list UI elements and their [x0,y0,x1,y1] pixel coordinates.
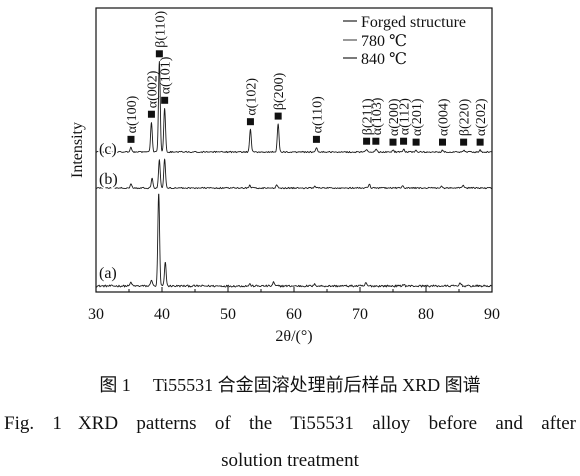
peak-label: α(102) [244,78,259,116]
series-labels: (a) (b) (c) [98,140,120,284]
peak-marker [412,138,420,146]
peak-label: α(100) [125,95,140,133]
series-curve-2 [96,158,492,190]
peak-label: α(202) [474,98,489,136]
peak-marker [246,118,254,126]
peak-label: α(110) [310,96,325,133]
x-tick-label: 90 [484,306,500,323]
peak-label: α(200) [387,98,402,136]
figure-title-english: XRD patterns of the Ti55531 alloy before… [77,413,576,434]
series-curves [96,60,492,288]
figure-caption-chinese: 图 1 Ti55531 合金固溶处理前后样品 XRD 图谱 [0,374,580,396]
figure-number-chinese: 图 1 [99,375,131,395]
peak-marker [389,138,397,146]
series-label: (b) [99,171,118,188]
peak-label: β(211) [361,98,376,135]
peak-label: α(002) [145,70,160,108]
peak-marker [147,110,155,118]
x-tick-label: 30 [88,306,104,323]
x-tick-label: 40 [154,306,170,323]
legend: Forged structure 780 ℃ 840 ℃ [343,14,466,68]
series-curve-1 [96,193,492,288]
legend-label-780: 780 ℃ [361,33,407,50]
series-curve-3 [96,60,492,154]
x-tick-label: 70 [352,306,368,323]
x-axis-tick-labels: 30 40 50 60 70 80 90 [88,306,500,323]
peak-marker [161,96,169,104]
x-axis-label: 2θ/(°) [275,328,312,345]
peak-marker [312,135,320,143]
series-label: (c) [99,141,117,158]
peak-markers [127,50,484,146]
peak-label: α(103) [370,97,385,135]
peak-label: β(220) [458,98,473,136]
figure-caption-english-line-2: solution treatment [221,450,359,471]
figure-title-chinese: Ti55531 合金固溶处理前后样品 XRD 图谱 [152,375,481,395]
peak-label: β(110) [153,11,168,48]
figure-caption-english-line-1: Fig. 1 XRD patterns of the Ti55531 alloy … [4,413,576,435]
legend-label-forged: Forged structure [361,14,466,31]
legend-label-840: 840 ℃ [361,51,407,68]
peak-label: α(112) [398,98,413,135]
peak-label: α(201) [410,98,425,136]
xrd-chart: 30 40 50 60 70 80 90 (a) (b) (c) α(100) α(002) β(1… [69,7,500,345]
series-label: (a) [99,265,117,282]
peak-marker [400,137,408,145]
figure-number-english: Fig. 1 [4,413,62,434]
plot-frame [95,7,493,293]
peak-marker [460,138,468,146]
peak-labels: α(100) α(002) β(110) α(101) α(102) β(200) α(11… [125,11,489,137]
peak-marker [372,137,380,145]
peak-marker [127,135,135,143]
peak-marker [363,137,371,145]
x-tick-label: 60 [286,306,302,323]
peak-label: α(004) [437,98,452,136]
x-axis-ticks [95,287,493,292]
peak-marker [274,112,282,120]
peak-marker [155,50,163,58]
x-tick-label: 50 [220,306,236,323]
peak-label: α(101) [159,56,174,94]
peak-marker [476,138,484,146]
peak-marker [439,138,446,146]
y-axis-label: Intensity [69,122,86,178]
x-tick-label: 80 [418,306,434,323]
peak-label: β(200) [272,72,287,110]
